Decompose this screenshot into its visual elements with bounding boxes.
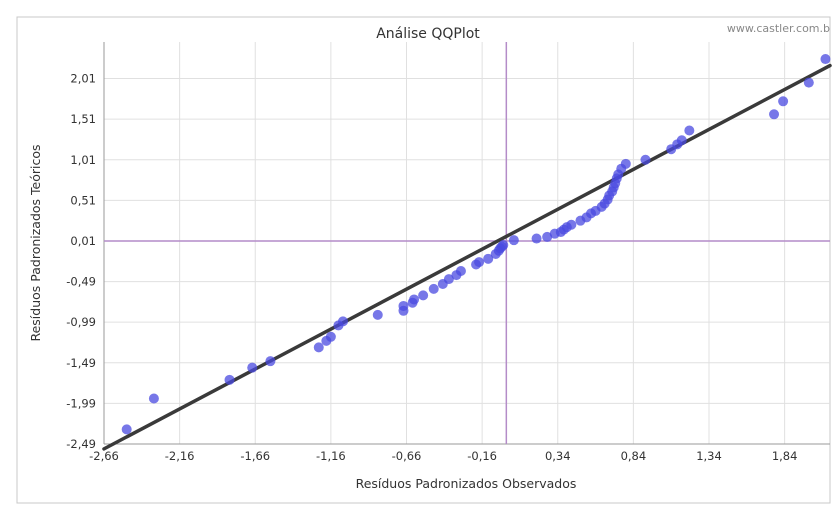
x-tick-label-2: -1,66	[240, 449, 270, 463]
x-axis-label: Resíduos Padronizados Observados	[356, 476, 577, 491]
data-point-52	[640, 154, 651, 165]
y-tick-label-0: -2,49	[66, 437, 96, 451]
y-axis-label: Resíduos Padronizados Teóricos	[28, 144, 43, 341]
x-tick-label-0: -2,66	[89, 449, 119, 463]
data-point-29	[508, 235, 519, 246]
data-point-28	[498, 240, 509, 251]
data-point-7	[325, 331, 336, 342]
y-tick-label-2: -1,49	[66, 356, 96, 370]
data-point-23	[483, 253, 494, 264]
fit-line	[102, 63, 832, 451]
x-tick-labels: -2,66 -2,16 -1,66 -1,16 -0,66 -0,16 0,34 0,84 1,…	[89, 449, 797, 463]
y-tick-label-4: -0,49	[66, 275, 96, 289]
data-point-1	[148, 393, 159, 404]
x-tick-label-1: -2,16	[165, 449, 195, 463]
data-point-36	[566, 219, 577, 230]
data-point-4	[265, 356, 276, 367]
data-point-15	[418, 290, 429, 301]
data-point-60	[820, 54, 831, 65]
y-tick-label-5: 0,01	[70, 234, 96, 248]
data-point-31	[542, 231, 553, 242]
data-point-56	[684, 125, 695, 136]
x-tick-label-9: 1,84	[772, 449, 798, 463]
watermark-text: www.castler.com.b	[727, 22, 830, 35]
x-tick-label-6: 0,34	[545, 449, 571, 463]
data-point-57	[769, 109, 780, 120]
data-point-55	[676, 135, 687, 146]
y-tick-label-7: 1,01	[70, 153, 96, 167]
data-point-2	[224, 374, 235, 385]
data-point-58	[778, 96, 789, 107]
data-point-12	[398, 300, 409, 311]
y-tick-labels: -2,49 -1,99 -1,49 -0,99 -0,49 0,01 0,51 1,01 1,5…	[66, 72, 96, 451]
data-point-16	[428, 283, 439, 294]
chart-title: Análise QQPlot	[376, 26, 480, 42]
data-point-0	[121, 424, 132, 435]
y-tick-label-9: 2,01	[70, 72, 96, 86]
y-tick-label-6: 0,51	[70, 193, 96, 207]
x-tick-label-8: 1,34	[696, 449, 722, 463]
data-point-5	[313, 342, 324, 353]
y-tick-label-1: -1,99	[66, 396, 96, 410]
data-point-18	[443, 274, 454, 285]
data-point-22	[474, 257, 485, 268]
grid	[103, 42, 830, 445]
x-tick-label-5: -0,16	[467, 449, 497, 463]
data-point-20	[455, 266, 466, 277]
y-tick-label-3: -0,99	[66, 315, 96, 329]
data-point-3	[247, 362, 258, 373]
data-point-14	[409, 294, 420, 305]
x-tick-label-3: -1,16	[316, 449, 346, 463]
data-point-51	[620, 158, 631, 169]
data-point-59	[803, 77, 814, 88]
y-tick-label-8: 1,51	[70, 112, 96, 126]
data-point-10	[372, 309, 383, 320]
fit-line-layer	[102, 63, 832, 451]
x-tick-label-7: 0,84	[621, 449, 647, 463]
data-point-30	[531, 233, 542, 244]
data-point-9	[337, 316, 348, 327]
data-points	[121, 54, 831, 435]
x-tick-label-4: -0,66	[392, 449, 422, 463]
